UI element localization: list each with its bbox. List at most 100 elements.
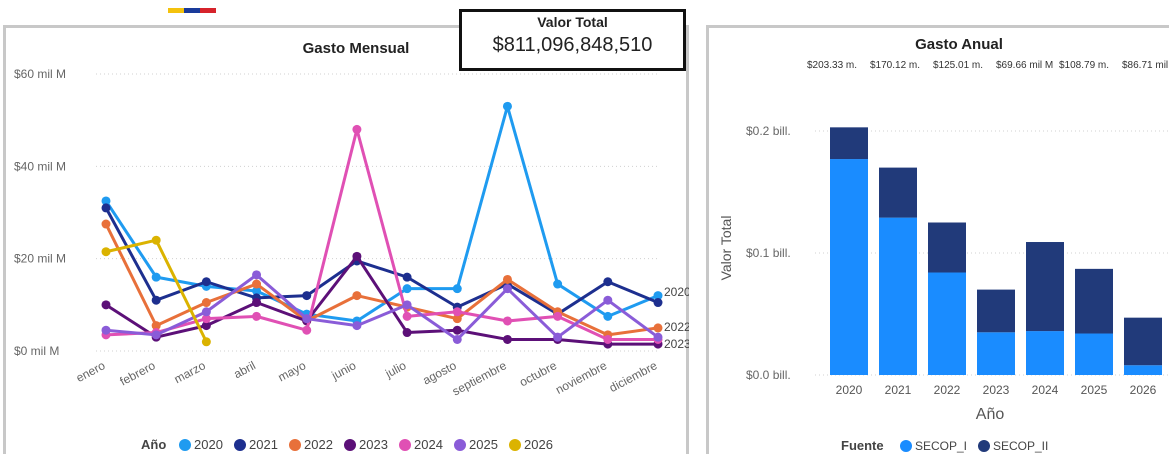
data-point-2023 (201, 321, 211, 331)
legend-marker-2026 (509, 439, 521, 451)
data-point-2024 (553, 311, 563, 321)
monthly-line-chart: Gasto Mensual $0 mil M $20 mil M $40 mil M $… (14, 40, 689, 452)
data-point-2024 (452, 307, 462, 317)
data-point-2021 (101, 203, 111, 213)
data-point-2024 (302, 325, 312, 335)
data-point-2024 (252, 311, 262, 321)
data-point-2025 (402, 300, 412, 310)
legend-label-2026: 2026 (524, 437, 553, 452)
bar-SECOP_I-2023 (977, 332, 1015, 375)
y-tick-label: $0.2 bill. (746, 124, 791, 138)
legend-marker-2024 (399, 439, 411, 451)
legend-marker-SECOP_II (978, 440, 990, 452)
data-point-2025 (151, 330, 161, 340)
legend-label-SECOP_II: SECOP_II (993, 439, 1048, 453)
y-tick-label: $60 mil M (14, 67, 66, 81)
x-tick-label: enero (74, 358, 108, 385)
data-point-2025 (553, 332, 563, 342)
legend-label-2023: 2023 (359, 437, 388, 452)
y-tick-label: $20 mil M (14, 252, 66, 266)
data-point-2025 (201, 307, 211, 317)
data-point-2020 (653, 291, 663, 301)
total-label: $69.66 mil M (996, 60, 1053, 71)
legend-title: Año (141, 437, 166, 452)
data-point-2021 (603, 277, 613, 287)
data-point-2025 (452, 334, 462, 344)
legend-marker-SECOP_I (900, 440, 912, 452)
total-label: $203.33 m. (807, 60, 857, 71)
data-point-2023 (252, 298, 262, 308)
data-point-2020 (452, 284, 462, 294)
brand-logo-strip (168, 8, 216, 13)
data-point-2024 (402, 311, 412, 321)
series-line-2024 (105, 127, 658, 341)
data-point-2026 (101, 247, 111, 257)
total-label: $125.01 m. (933, 60, 983, 71)
side-label: 2022 (664, 320, 689, 334)
legend-label-2022: 2022 (304, 437, 333, 452)
legend-label-2020: 2020 (194, 437, 223, 452)
annual-spend-panel[interactable]: Gasto Anual $0.0 bill. $0.1 bill. $0.2 bill… (706, 25, 1169, 454)
bar-SECOP_I-2024 (1026, 331, 1064, 375)
data-point-2025 (352, 321, 362, 331)
total-value-card[interactable]: Valor Total $811,096,848,510 (459, 9, 686, 71)
data-point-2023 (101, 300, 111, 310)
side-label: 2020 (664, 285, 689, 299)
x-tick-label: 2021 (885, 383, 912, 397)
bar-SECOP_I-2021 (879, 217, 917, 375)
y-tick-label: $0.1 bill. (746, 246, 791, 260)
bar-SECOP_II-2024 (1026, 242, 1064, 332)
legend-label-SECOP_I: SECOP_I (915, 439, 967, 453)
data-point-2020 (402, 284, 412, 294)
data-point-2023 (352, 251, 362, 261)
data-point-2024 (201, 314, 211, 324)
data-point-2022 (201, 298, 211, 308)
data-point-2020 (151, 272, 161, 282)
x-axis-label: Año (976, 406, 1005, 423)
bar-SECOP_II-2022 (928, 222, 966, 273)
x-tick-label: 2022 (934, 383, 961, 397)
side-label: 2023 (664, 337, 689, 351)
total-label: $86.71 mil (1122, 60, 1168, 71)
x-tick-label: julio (382, 358, 409, 381)
logo-yellow-segment (168, 8, 184, 13)
bar-SECOP_I-2022 (928, 272, 966, 375)
data-point-2023 (402, 328, 412, 338)
data-point-2020 (553, 279, 563, 289)
bar-SECOP_I-2026 (1124, 365, 1162, 375)
data-point-2024 (352, 124, 362, 134)
annual-bar-chart: Gasto Anual $0.0 bill. $0.1 bill. $0.2 bill… (718, 36, 1169, 453)
legend-marker-2021 (234, 439, 246, 451)
data-point-2025 (302, 314, 312, 324)
data-point-2026 (151, 235, 161, 245)
logo-red-segment (200, 8, 216, 13)
legend-label-2021: 2021 (249, 437, 278, 452)
bar-SECOP_II-2026 (1124, 317, 1162, 366)
data-point-2020 (502, 101, 512, 111)
x-tick-label: 2024 (1032, 383, 1059, 397)
legend-label-2025: 2025 (469, 437, 498, 452)
x-tick-label: 2023 (983, 383, 1010, 397)
data-point-2025 (252, 270, 262, 280)
legend-marker-2022 (289, 439, 301, 451)
x-tick-label: 2026 (1130, 383, 1157, 397)
data-point-2023 (452, 325, 462, 335)
y-tick-label: $0.0 bill. (746, 368, 791, 382)
bar-SECOP_I-2025 (1075, 333, 1113, 375)
series-line-2022 (104, 223, 659, 337)
y-axis-label: Valor Total (718, 216, 734, 281)
data-point-2021 (653, 298, 663, 308)
data-point-2022 (653, 323, 663, 333)
data-point-2023 (502, 334, 512, 344)
data-point-2021 (402, 272, 412, 282)
data-point-2022 (502, 274, 512, 284)
data-point-2021 (302, 291, 312, 301)
series-line-2021 (104, 207, 659, 316)
data-point-2020 (101, 196, 111, 206)
legend-label-2024: 2024 (414, 437, 443, 452)
legend-title: Fuente (841, 438, 884, 453)
monthly-spend-panel[interactable]: Gasto Mensual $0 mil M $20 mil M $40 mil M $… (3, 25, 689, 454)
total-label: $170.12 m. (870, 60, 920, 71)
x-tick-label: marzo (172, 358, 208, 386)
data-point-2025 (502, 284, 512, 294)
